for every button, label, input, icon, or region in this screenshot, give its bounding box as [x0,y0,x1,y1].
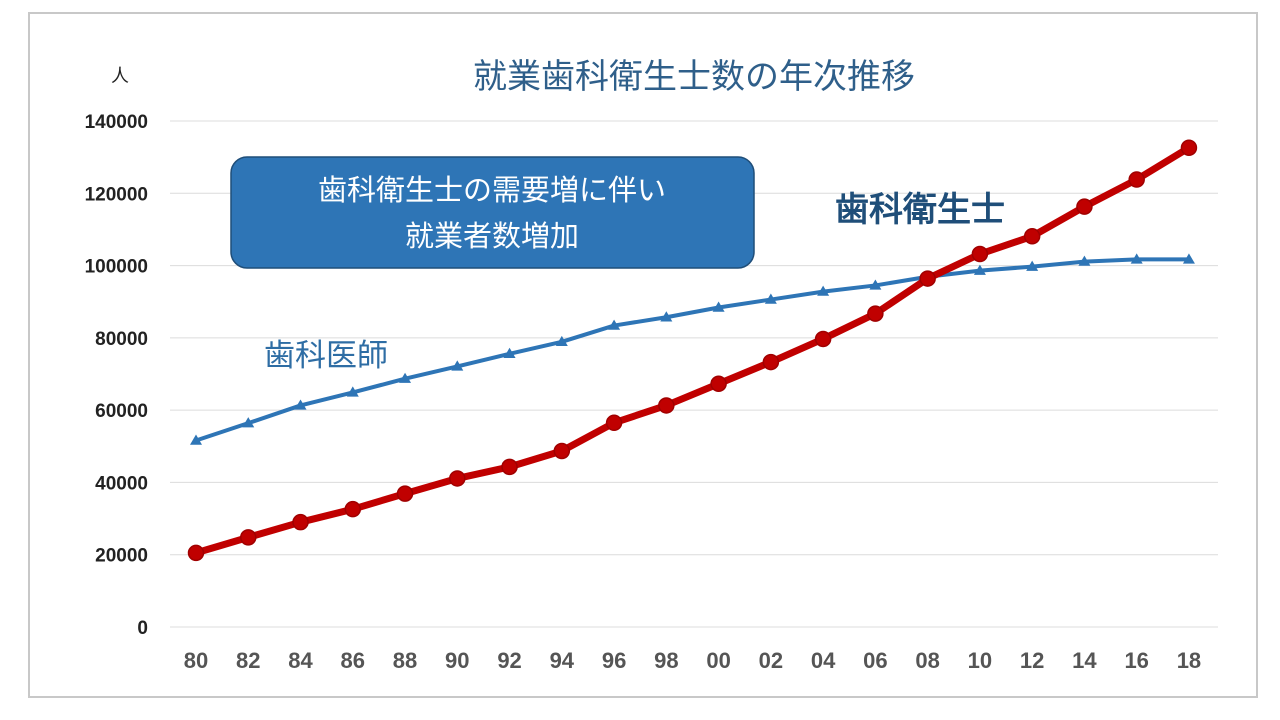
dentist-point [503,347,516,358]
hygienist-point [240,529,257,546]
y-tick-label: 140000 [85,112,148,133]
dentist-point [399,372,412,383]
hygienist-point [710,375,727,393]
hygienist-point [344,500,362,518]
x-tick-label: 10 [968,648,992,673]
hygienist-point [187,544,205,562]
chart-title: 就業歯科衛生士数の年次推移 [473,57,915,97]
callout-line-2: 就業者数増加 [405,219,579,253]
x-tick-label: 98 [654,648,678,673]
x-tick-label: 88 [393,648,417,673]
y-tick-label: 20000 [95,546,148,567]
hygienist-point [1023,228,1041,245]
hygienist-point [605,414,623,432]
y-axis-unit-label: 人 [111,66,129,87]
callout-line-1: 歯科衛生士の需要増に伴い [318,173,666,207]
dentist-point [190,434,202,445]
x-tick-label: 14 [1072,648,1097,673]
x-tick-label: 86 [341,648,365,673]
callout-background [230,156,755,269]
hygienist-point [501,458,518,476]
x-axis-ticks: 80 82 84 86 88 90 92 94 96 98 00 02 04 06 08 10 12 14 16 18 [184,648,1201,673]
dentist-point [346,386,359,397]
series-label-dentist: 歯科医師 [264,338,388,374]
hygienist-point [449,470,466,487]
x-tick-label: 90 [445,648,469,673]
x-tick-label: 04 [811,648,836,673]
x-tick-label: 06 [863,648,887,673]
y-axis-ticks: 0 20000 40000 60000 80000 100000 120000 140000 [85,112,148,639]
hygienist-point [553,442,571,460]
dentist-point [973,264,986,275]
dentist-point [608,319,621,330]
y-tick-label: 120000 [85,184,148,205]
dentist-point [1078,255,1091,266]
x-tick-label: 92 [497,648,521,673]
x-tick-label: 18 [1177,648,1201,673]
x-tick-label: 96 [602,648,626,673]
dentist-point [817,285,830,296]
hygienist-point [396,485,414,502]
series-hygienist [187,139,1198,562]
chart-frame [28,12,1258,698]
x-tick-label: 08 [915,648,939,673]
series-dentist [190,253,1195,445]
dentist-point [242,417,255,428]
hygienist-point [762,353,780,371]
dentist-point [555,335,568,347]
x-tick-label: 80 [184,648,208,673]
dentist-point [1026,260,1039,271]
hygienist-point [658,397,675,414]
x-tick-label: 12 [1020,648,1044,673]
x-tick-label: 84 [288,648,313,673]
x-tick-label: 02 [759,648,783,673]
hygienist-point [292,513,309,531]
hygienist-point [1076,198,1093,215]
dentist-point [1182,253,1195,264]
dentist-line [195,257,1189,443]
dentist-point [451,360,464,371]
hygienist-point [814,330,832,348]
dentist-point [660,311,673,322]
dentist-point [712,301,725,312]
y-tick-label: 100000 [85,257,148,278]
dentist-point [869,279,882,290]
callout-box: 歯科衛生士の需要増に伴い 就業者数増加 [230,156,755,269]
hygienist-point [919,270,936,287]
hygienist-point [867,305,884,322]
x-tick-label: 94 [550,648,575,673]
x-tick-label: 16 [1124,648,1148,673]
y-tick-label: 80000 [95,329,148,350]
dentist-point [764,293,777,304]
x-tick-label: 82 [236,648,260,673]
hygienist-point [971,245,989,263]
x-tick-label: 00 [706,648,730,673]
dentist-point [294,399,307,410]
y-tick-label: 0 [137,618,148,639]
hygienist-point [1180,139,1198,156]
y-tick-label: 40000 [95,473,148,494]
hygienist-line [195,144,1191,557]
dentist-point [1130,253,1143,264]
y-tick-label: 60000 [95,401,148,422]
hygienist-point [1128,171,1145,188]
series-label-hygienist: 歯科衛生士 [835,190,1005,230]
